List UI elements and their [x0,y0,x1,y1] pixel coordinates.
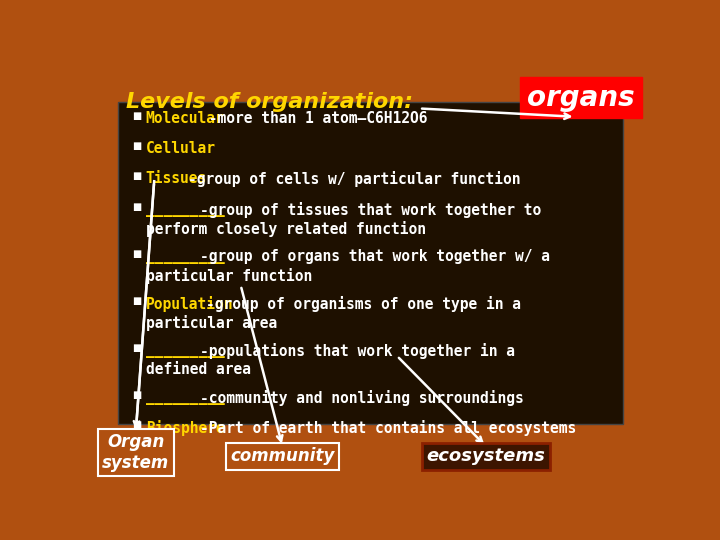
Text: Biosphere: Biosphere [145,420,225,436]
Text: defined area: defined area [145,362,251,377]
Text: Levels of organization:: Levels of organization: [126,92,413,112]
Text: -group of organisms of one type in a: -group of organisms of one type in a [206,296,521,312]
Text: particular area: particular area [145,315,277,331]
Text: Tissues: Tissues [145,171,207,186]
Text: _________: _________ [145,390,225,405]
Text: perform closely related function: perform closely related function [145,221,426,237]
Text: -group of cells w/ particular function: -group of cells w/ particular function [188,171,521,187]
Text: Molecular: Molecular [145,111,225,125]
Text: Cellular: Cellular [145,141,216,156]
Text: ■: ■ [132,248,141,259]
Text: organs: organs [527,84,635,112]
Text: ■: ■ [132,171,141,181]
Text: ■: ■ [132,141,141,151]
Text: ■: ■ [132,111,141,120]
Text: ■: ■ [132,201,141,212]
Text: community: community [230,447,335,465]
Text: -more than 1 atom—C6H12O6: -more than 1 atom—C6H12O6 [200,111,428,125]
Text: -Part of earth that contains all ecosystems: -Part of earth that contains all ecosyst… [200,420,576,436]
Text: _________: _________ [145,201,225,217]
Text: -group of tissues that work together to: -group of tissues that work together to [200,201,541,218]
Text: ■: ■ [132,390,141,400]
Text: -community and nonliving surroundings: -community and nonliving surroundings [200,390,523,406]
Text: ■: ■ [132,420,141,430]
Text: -populations that work together in a: -populations that work together in a [200,343,515,359]
Text: ■: ■ [132,296,141,306]
Text: _________: _________ [145,343,225,357]
Text: -group of organs that work together w/ a: -group of organs that work together w/ a [200,248,550,264]
Text: Organ
system: Organ system [102,433,169,471]
FancyBboxPatch shape [118,102,623,424]
Text: ■: ■ [132,343,141,353]
Text: ecosystems: ecosystems [427,447,546,465]
Text: Population: Population [145,296,233,312]
Text: particular function: particular function [145,268,312,284]
Text: _________: _________ [145,248,225,264]
